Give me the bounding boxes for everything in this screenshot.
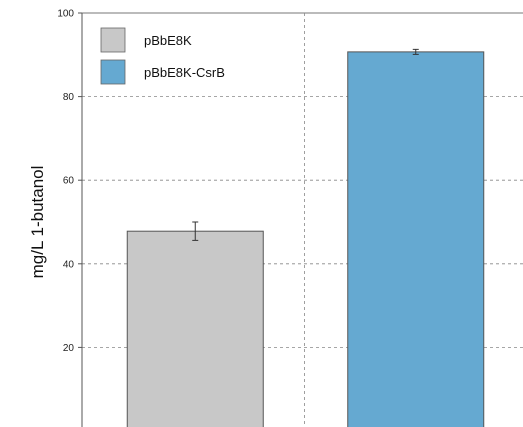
y-axis-label: mg/L 1-butanol bbox=[28, 166, 47, 279]
bars bbox=[126, 48, 485, 427]
bar-pbbe8k bbox=[126, 230, 264, 427]
legend-swatch-1 bbox=[100, 27, 126, 53]
y-tick-label-60: 60 bbox=[63, 176, 75, 187]
y-tick-label-100: 100 bbox=[57, 9, 74, 20]
y-tick-label-80: 80 bbox=[63, 92, 75, 103]
legend-label-1: pBbE8K bbox=[144, 33, 192, 48]
y-tick-label-40: 40 bbox=[63, 259, 75, 270]
y-axis: 20 40 60 80 100 bbox=[57, 9, 83, 427]
legend-label-2: pBbE8K-CsrB bbox=[144, 65, 225, 80]
y-tick-label-20: 20 bbox=[63, 343, 75, 354]
legend: pBbE8K pBbE8K-CsrB bbox=[100, 27, 225, 85]
bar-pbbe8k-csrb bbox=[347, 51, 485, 427]
legend-swatch-2 bbox=[100, 59, 126, 85]
